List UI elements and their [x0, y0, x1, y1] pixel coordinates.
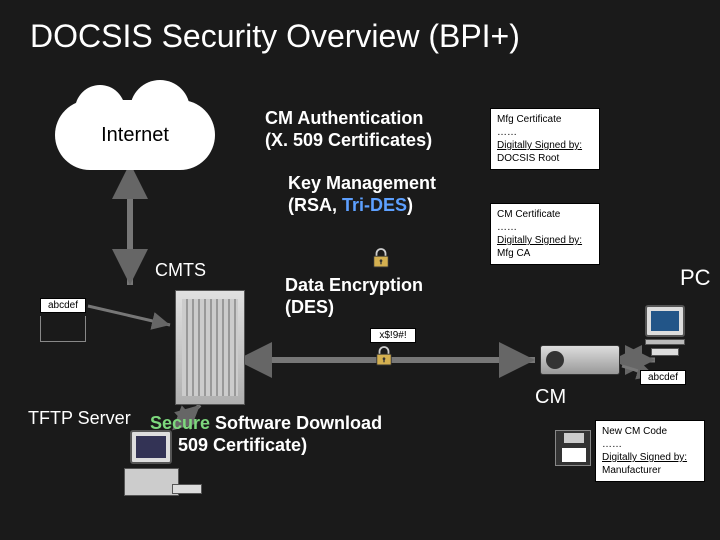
heading-key-mgmt-line2: (RSA, Tri-DES): [288, 195, 436, 217]
pc-label: PC: [680, 265, 711, 291]
floppy-icon: [555, 430, 591, 466]
lock-icon: [372, 247, 390, 269]
heading-secure-dl-line1: Secure Software Download: [150, 413, 382, 435]
encrypted-data-box: x$!9#!: [370, 328, 416, 343]
heading-secure-dl-line2: (X. 509 Certificate): [150, 435, 382, 457]
heading-cm-auth: CM Authentication (X. 509 Certificates): [265, 108, 432, 151]
heading-data-enc-line1: Data Encryption: [285, 275, 423, 297]
cmts-label: CMTS: [155, 260, 206, 281]
pc-device: [645, 305, 685, 356]
heading-cm-auth-line2: (X. 509 Certificates): [265, 130, 432, 152]
mfg-cert-box: Mfg Certificate …… Digitally Signed by: …: [490, 108, 600, 170]
newcode-cert-box: New CM Code …… Digitally Signed by: Manu…: [595, 420, 705, 482]
abcdef-box-left: abcdef: [40, 298, 86, 313]
heading-key-mgmt: Key Management (RSA, Tri-DES): [288, 173, 436, 216]
heading-secure-dl: Secure Software Download (X. 509 Certifi…: [150, 413, 382, 456]
abcdef-box-right: abcdef: [640, 370, 686, 385]
internet-cloud: Internet: [55, 100, 215, 170]
heading-cm-auth-line1: CM Authentication: [265, 108, 432, 130]
heading-key-mgmt-line1: Key Management: [288, 173, 436, 195]
trides-link[interactable]: Tri-DES: [342, 195, 407, 215]
cmts-device: [175, 290, 245, 405]
heading-data-enc-line2: (DES): [285, 297, 423, 319]
cm-device: [540, 345, 620, 375]
tftp-device: [130, 430, 179, 496]
tftp-label: TFTP Server: [28, 408, 131, 429]
page-title: DOCSIS Security Overview (BPI+): [30, 18, 520, 55]
abcdef-bracket: [40, 316, 86, 342]
cm-cert-box: CM Certificate …… Digitally Signed by: M…: [490, 203, 600, 265]
cm-label: CM: [535, 386, 566, 409]
internet-label: Internet: [101, 124, 169, 147]
lock-icon: [375, 345, 393, 367]
heading-data-enc: Data Encryption (DES): [285, 275, 423, 318]
